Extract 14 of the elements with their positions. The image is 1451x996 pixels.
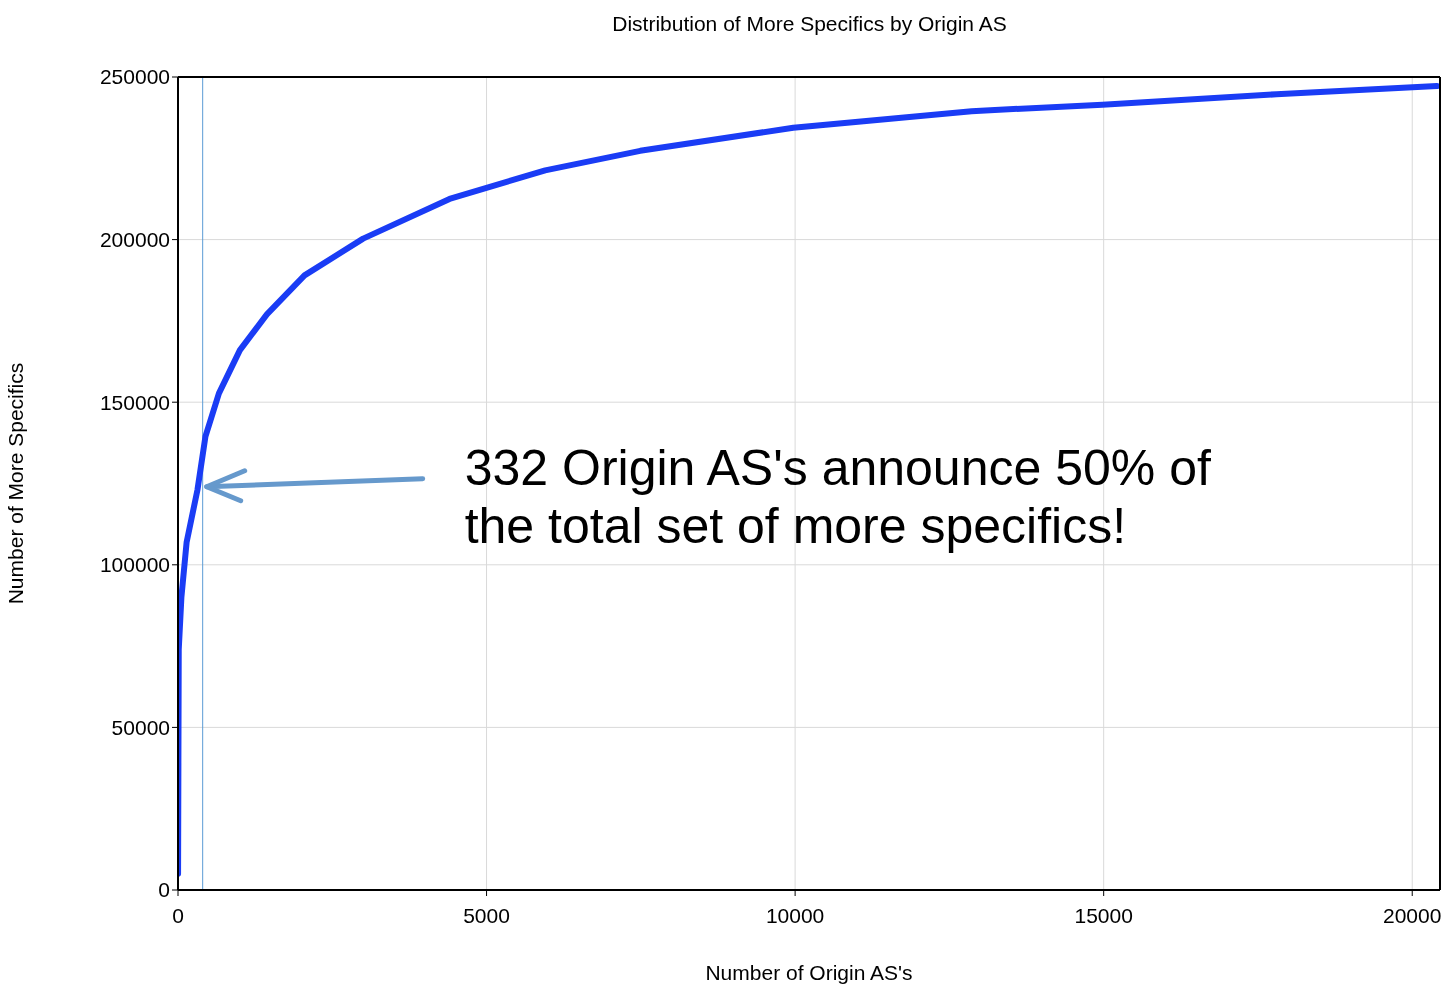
y-tick-label: 250000: [99, 65, 170, 89]
y-tick-label: 200000: [99, 228, 170, 252]
y-tick-label: 150000: [99, 390, 170, 414]
x-tick-label: 10000: [765, 903, 825, 927]
y-tick-label: 100000: [99, 553, 170, 577]
x-tick-label: 20000: [1383, 903, 1442, 927]
chart-title: Distribution of More Specifics by Origin AS: [611, 12, 1008, 36]
x-tick-label: 5000: [463, 903, 510, 927]
x-tick-label: 15000: [1074, 903, 1133, 927]
y-axis-title: Number of More Specifics: [4, 362, 28, 605]
x-axis-title: Number of Origin AS's: [705, 961, 913, 984]
y-tick-label: 50000: [111, 715, 170, 739]
annotation: 332 Origin AS's announce 50% of the total set of more specifics!: [464, 439, 1211, 554]
y-tick-label: 0: [158, 878, 170, 902]
